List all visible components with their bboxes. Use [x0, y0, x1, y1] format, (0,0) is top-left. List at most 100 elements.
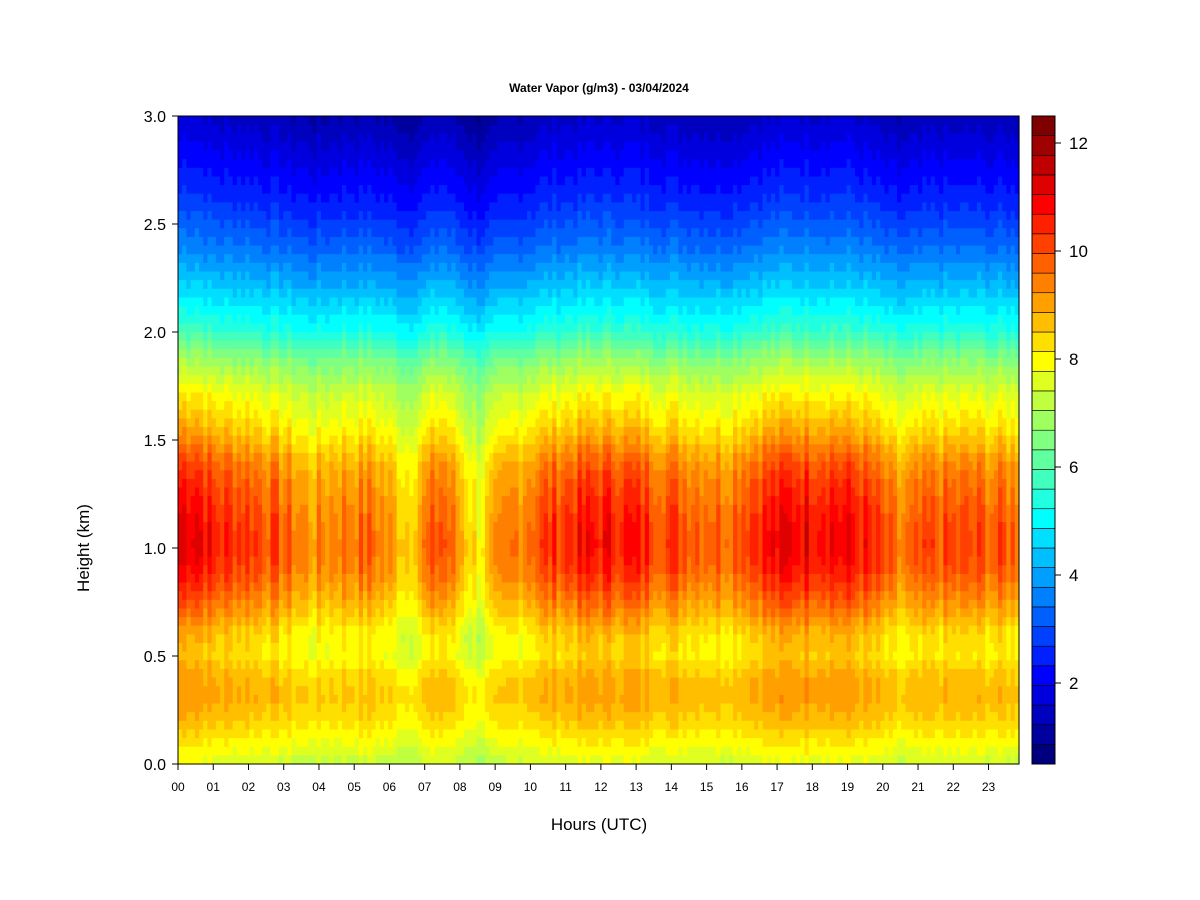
heatmap-cell: [299, 150, 305, 160]
heatmap-cell: [745, 288, 751, 299]
heatmap-cell: [560, 297, 566, 307]
heatmap-cell: [787, 245, 793, 255]
heatmap-cell: [615, 133, 621, 143]
heatmap-cell: [194, 202, 200, 212]
heatmap-cell: [363, 116, 368, 126]
heatmap-cell: [615, 280, 621, 290]
heatmap-cell: [981, 211, 986, 221]
heatmap-cell: [678, 306, 684, 316]
heatmap-cell: [363, 271, 368, 281]
heatmap-cell: [796, 202, 801, 212]
heatmap-cell: [859, 323, 865, 333]
heatmap-cell: [627, 167, 633, 178]
heatmap-cell: [325, 314, 330, 324]
heatmap-cell: [577, 314, 583, 324]
heatmap-cell: [451, 176, 457, 186]
heatmap-cell: [939, 150, 944, 160]
heatmap-cell: [505, 314, 511, 324]
heatmap-cell: [312, 133, 318, 143]
heatmap-cell: [375, 271, 381, 281]
heatmap-cell: [833, 159, 839, 169]
heatmap-cell: [867, 124, 873, 134]
heatmap-cell: [850, 133, 856, 143]
heatmap-cell: [413, 280, 419, 290]
heatmap-cell: [510, 306, 515, 316]
heatmap-cell: [775, 297, 780, 307]
heatmap-cell: [367, 176, 373, 186]
heatmap-cell: [358, 254, 364, 264]
heatmap-cell: [960, 280, 965, 290]
heatmap-cell: [901, 271, 907, 281]
heatmap-cell: [653, 167, 658, 178]
heatmap-cell: [358, 271, 364, 281]
heatmap-cell: [451, 193, 457, 203]
heatmap-cell: [913, 211, 919, 221]
heatmap-cell: [312, 297, 318, 307]
heatmap-cell: [518, 202, 524, 212]
heatmap-cell: [455, 306, 461, 316]
heatmap-cell: [182, 306, 188, 316]
heatmap-cell: [539, 323, 545, 333]
heatmap-cell: [619, 211, 625, 221]
heatmap-cell: [976, 228, 982, 238]
heatmap-cell: [691, 314, 696, 324]
heatmap-cell: [287, 262, 293, 273]
heatmap-cell: [539, 185, 545, 195]
heatmap-cell: [371, 202, 377, 212]
heatmap-cell: [518, 124, 524, 134]
heatmap-cell: [186, 141, 192, 152]
heatmap-cell: [720, 116, 726, 126]
heatmap-cell: [1006, 306, 1012, 316]
heatmap-cell: [468, 254, 473, 264]
heatmap-cell: [333, 271, 339, 281]
heatmap-cell: [918, 306, 923, 316]
heatmap-cell: [930, 288, 936, 299]
heatmap-cell: [581, 280, 587, 290]
heatmap-cell: [236, 271, 242, 281]
heatmap-cell: [266, 271, 272, 281]
heatmap-cell: [320, 193, 326, 203]
heatmap-cell: [484, 323, 490, 333]
heatmap-cell: [901, 314, 907, 324]
heatmap-cell: [178, 116, 183, 126]
heatmap-cell: [686, 176, 692, 186]
heatmap-cell: [325, 254, 330, 264]
heatmap-cell: [245, 167, 251, 178]
heatmap-cell: [531, 236, 537, 247]
heatmap-cell: [442, 219, 448, 229]
heatmap-cell: [661, 124, 667, 134]
heatmap-cell: [720, 219, 726, 229]
heatmap-cell: [901, 245, 907, 255]
heatmap-cell: [640, 124, 646, 134]
heatmap-cell: [632, 228, 637, 238]
heatmap-cell: [245, 314, 251, 324]
heatmap-cell: [287, 176, 293, 186]
heatmap-cell: [615, 193, 621, 203]
heatmap-cell: [186, 323, 192, 333]
heatmap-cell: [379, 219, 385, 229]
heatmap-cell: [447, 167, 452, 178]
heatmap-cell: [657, 236, 663, 247]
heatmap-cell: [476, 202, 482, 212]
heatmap-cell: [346, 297, 351, 307]
heatmap-cell: [636, 306, 642, 316]
heatmap-cell: [510, 159, 515, 169]
heatmap-cell: [913, 288, 919, 299]
heatmap-cell: [796, 193, 801, 203]
heatmap-cell: [392, 288, 398, 299]
heatmap-cell: [842, 271, 848, 281]
heatmap-cell: [644, 193, 650, 203]
heatmap-cell: [808, 202, 814, 212]
heatmap-cell: [636, 159, 642, 169]
heatmap-cell: [531, 323, 537, 333]
heatmap-cell: [409, 150, 415, 160]
heatmap-cell: [884, 116, 890, 126]
heatmap-cell: [602, 176, 608, 186]
heatmap-cell: [976, 271, 982, 281]
heatmap-cell: [447, 150, 452, 160]
heatmap-cell: [913, 228, 919, 238]
heatmap-cell: [812, 236, 818, 247]
heatmap-cell: [585, 202, 591, 212]
heatmap-cell: [754, 271, 759, 281]
heatmap-cell: [922, 124, 928, 134]
